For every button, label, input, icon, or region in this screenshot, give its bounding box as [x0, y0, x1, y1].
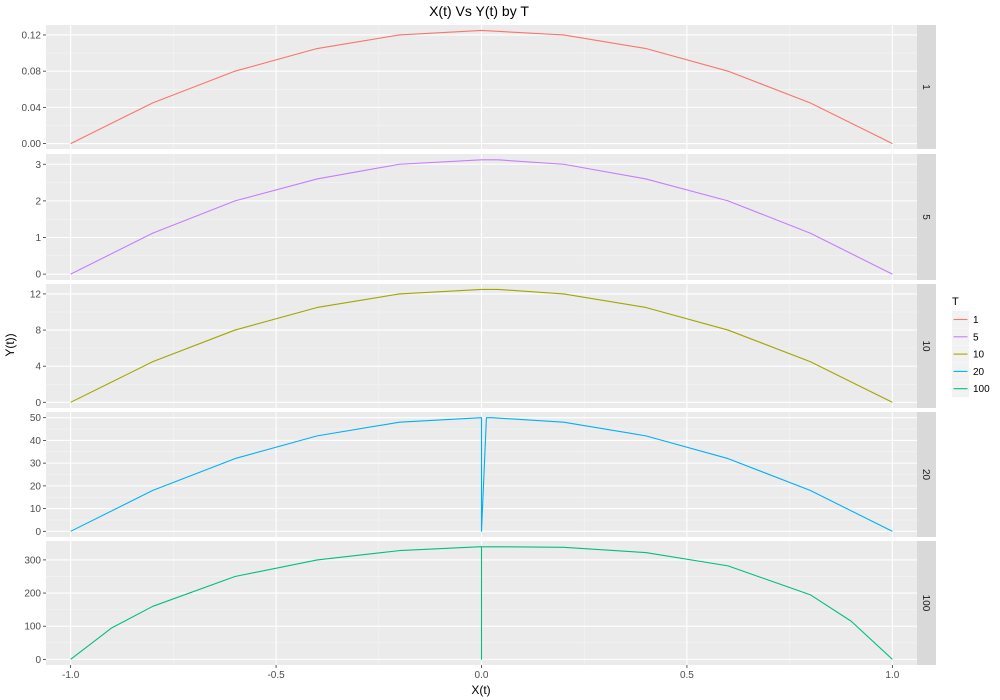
series-line-5 [70, 159, 893, 275]
x-tick-label: -1.0 [62, 670, 80, 681]
legend-title: T [952, 296, 959, 308]
facet-strip-label: 100 [920, 595, 931, 612]
facet-strip [917, 412, 936, 537]
legend-label: 20 [973, 367, 985, 378]
x-tick-label: -0.5 [267, 670, 285, 681]
facet-strip-label: 1 [920, 84, 931, 90]
y-tick-label: 8 [35, 326, 41, 337]
y-tick-label: 0 [35, 398, 41, 409]
facet-panel-20: 0 10 20 30 40 50 20 [30, 412, 936, 538]
y-tick-label: 0.12 [22, 30, 42, 41]
y-tick-label: 0 [35, 527, 41, 538]
legend-label: 100 [973, 384, 990, 395]
y-tick-label: 20 [30, 481, 42, 492]
x-tick-label: 0.0 [475, 670, 489, 681]
y-tick-label: 3 [35, 160, 41, 171]
facet-panel-100: 0 100 200 300 100 [24, 541, 936, 666]
y-tick-label: 40 [30, 436, 42, 447]
facet-panel-1: 0.00 0.04 0.08 0.12 1 [22, 25, 936, 150]
x-axis: -1.0 -0.5 0.0 0.5 1.0 [62, 665, 900, 681]
y-tick-label: 0.08 [22, 67, 42, 78]
y-tick-label: 200 [24, 589, 41, 600]
y-tick-label: 0 [35, 655, 41, 666]
y-tick-label: 1 [35, 233, 41, 244]
facet-strip-label: 5 [920, 214, 931, 220]
chart-title: X(t) Vs Y(t) by T [429, 3, 529, 19]
y-tick-label: 2 [35, 196, 41, 207]
series-line-1 [70, 29, 893, 145]
facet-panel-5: 0 1 2 3 5 [35, 154, 936, 281]
y-tick-label: 10 [30, 504, 42, 515]
facet-panel-10: 0 4 8 12 10 [30, 284, 936, 409]
y-tick-label: 12 [30, 289, 42, 300]
x-tick-label: 0.5 [680, 670, 694, 681]
y-tick-label: 0.04 [22, 103, 42, 114]
facet-strip [917, 25, 936, 149]
y-tick-label: 300 [24, 555, 41, 566]
x-tick-label: 1.0 [885, 670, 899, 681]
legend-label: 5 [973, 332, 979, 343]
y-tick-label: 0 [35, 270, 41, 281]
y-tick-label: 50 [30, 413, 42, 424]
facet-strip-label: 20 [920, 469, 931, 481]
facet-panels: 0.000.040.080.12101235048121001020304050… [22, 25, 936, 666]
series-line-20 [70, 417, 893, 532]
y-tick-label: 30 [30, 459, 42, 470]
legend: T 1 5 10 20 100 [952, 296, 990, 398]
y-tick-label: 0.00 [22, 139, 42, 150]
series-line-100 [70, 546, 893, 660]
y-axis-title: Y(t)) [3, 333, 17, 356]
series-line-10 [70, 288, 893, 403]
facet-strip [917, 284, 936, 408]
y-tick-label: 100 [24, 622, 41, 633]
legend-label: 10 [973, 350, 985, 361]
facet-strip-label: 10 [920, 340, 931, 352]
facet-strip [917, 154, 936, 280]
facet-strip [917, 541, 936, 665]
legend-label: 1 [973, 315, 979, 326]
y-tick-label: 4 [35, 362, 41, 373]
x-axis-title: X(t) [471, 683, 490, 697]
